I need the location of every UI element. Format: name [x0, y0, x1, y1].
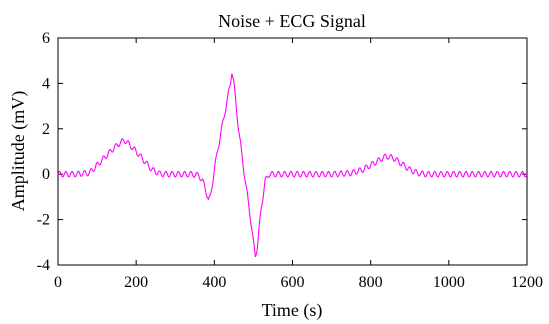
plot-area [57, 37, 528, 266]
x-tick-label: 400 [202, 274, 226, 291]
x-tick-label: 1200 [511, 274, 543, 291]
x-tick-label: 800 [359, 274, 383, 291]
y-axis-title: Amplitude (mV) [8, 91, 29, 211]
series-line [57, 73, 528, 258]
y-tick-label: 4 [42, 75, 50, 92]
series-group [57, 73, 528, 258]
x-tick-label: 600 [281, 274, 305, 291]
axis-ticks: 0 200 400 600 800 1000 1200 -4 -2 0 2 4 6 [37, 30, 543, 291]
y-tick-label: -4 [37, 257, 50, 274]
chart-title: Noise + ECG Signal [218, 11, 366, 31]
x-tick-label: 1000 [433, 274, 465, 291]
x-tick-label: 200 [124, 274, 148, 291]
y-tick-label: -2 [37, 212, 50, 229]
y-tick-label: 0 [42, 166, 50, 183]
x-tick-label: 0 [54, 274, 62, 291]
y-tick-label: 6 [42, 30, 50, 47]
x-axis-title: Time (s) [262, 300, 323, 321]
y-tick-label: 2 [42, 121, 50, 138]
